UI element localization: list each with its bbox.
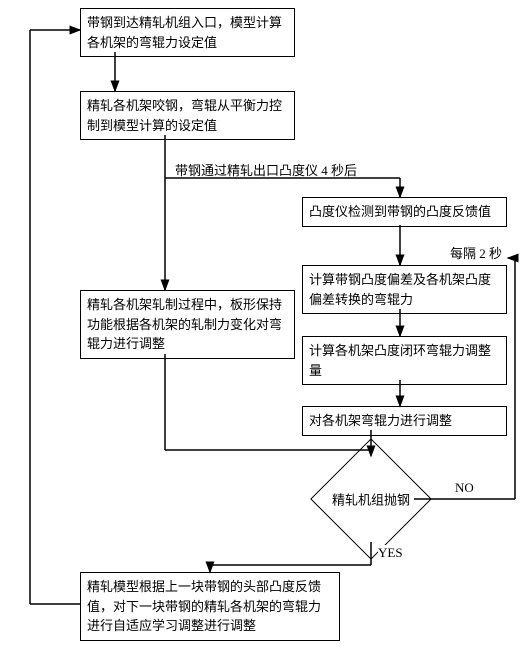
node-closed-loop-adjust: 计算各机架凸度闭环弯辊力调整量: [302, 336, 507, 385]
diamond-label: 精轧机组抛钢: [332, 490, 410, 509]
node-text: 计算各机架凸度闭环弯辊力调整量: [309, 343, 491, 378]
node-apply-adjust: 对各机架弯辊力进行调整: [302, 406, 507, 436]
node-shape-keep: 精轧各机架轧制过程中，板形保持功能根据各机架的轧制力变化对弯辊力进行调整: [80, 290, 295, 359]
node-text: 带钢到达精轧机组入口，模型计算各机架的弯辊力设定值: [87, 15, 282, 50]
node-text: 凸度仪检测到带钢的凸度反馈值: [309, 204, 491, 219]
node-adaptive-learn: 精轧模型根据上一块带钢的头部凸度反馈值，对下一块带钢的精轧各机架的弯辊力进行自适…: [80, 572, 340, 641]
node-text: 精轧各机架轧制过程中，板形保持功能根据各机架的轧制力变化对弯辊力进行调整: [87, 297, 282, 351]
label-no: NO: [455, 480, 474, 496]
node-text: 计算带钢凸度偏差及各机架凸度偏差转换的弯辊力: [309, 272, 491, 307]
label-4sec: 带钢通过精轧出口凸度仪 4 秒后: [175, 160, 357, 179]
node-text: 精轧模型根据上一块带钢的头部凸度反馈值，对下一块带钢的精轧各机架的弯辊力进行自适…: [87, 579, 321, 633]
node-crown-feedback: 凸度仪检测到带钢的凸度反馈值: [302, 197, 507, 227]
label-2sec: 每隔 2 秒: [450, 243, 502, 262]
node-text: 对各机架弯辊力进行调整: [309, 413, 452, 428]
node-crown-deviation: 计算带钢凸度偏差及各机架凸度偏差转换的弯辊力: [302, 265, 507, 314]
label-yes: YES: [378, 545, 403, 561]
decision-throw-steel: 精轧机组抛钢: [328, 456, 414, 542]
node-text: 精轧各机架咬钢，弯辊从平衡力控制到模型计算的设定值: [87, 98, 282, 133]
node-entry-model: 带钢到达精轧机组入口，模型计算各机架的弯辊力设定值: [80, 8, 295, 57]
node-bite-balance: 精轧各机架咬钢，弯辊从平衡力控制到模型计算的设定值: [80, 91, 295, 140]
